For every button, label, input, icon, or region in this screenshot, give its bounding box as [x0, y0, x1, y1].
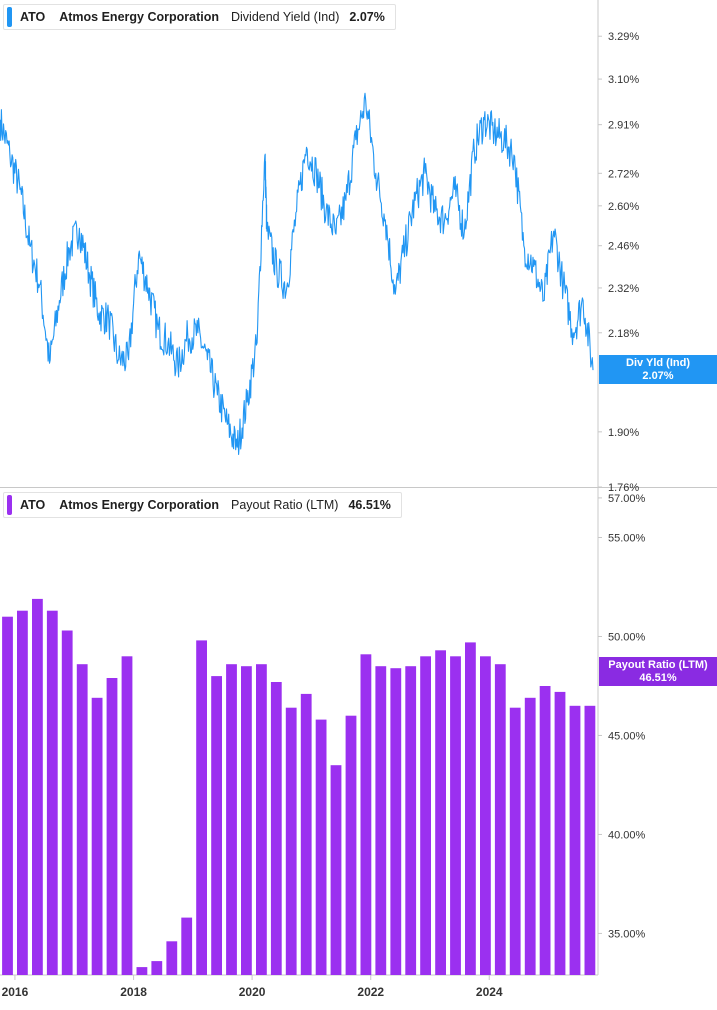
payout-ratio-bar [360, 654, 372, 975]
payout-ratio-bar [32, 598, 43, 975]
payout-ratio-bar [270, 682, 282, 975]
y-tick-label: 3.10% [608, 74, 639, 86]
payout-ratio-bar [241, 666, 252, 975]
y-tick-label: 2.32% [608, 283, 639, 295]
legend-ticker: ATO [20, 10, 46, 24]
payout-ratio-bar [450, 656, 461, 975]
y-tick-label: 35.00% [608, 928, 646, 940]
payout-ratio-bar [480, 656, 491, 975]
payout-ratio-last-value-badge: Payout Ratio (LTM) 46.51% [599, 657, 717, 686]
y-tick-label: 2.18% [608, 328, 639, 340]
dividend-yield-legend[interactable]: ATO Atmos Energy Corporation Dividend Yi… [3, 4, 396, 30]
payout-ratio-bar [330, 765, 342, 975]
payout-ratio-bar [375, 666, 387, 975]
payout-ratio-bar [61, 630, 73, 975]
payout-ratio-bar [435, 650, 446, 975]
y-tick-label: 57.00% [608, 493, 646, 505]
payout-ratio-bar [345, 715, 357, 975]
badge-value: 46.51% [639, 671, 677, 684]
payout-ratio-bar [390, 668, 402, 975]
legend-value: 46.51% [348, 498, 391, 512]
payout-ratio-bar [569, 705, 581, 975]
y-tick-label: 45.00% [608, 730, 646, 742]
payout-ratio-bar [226, 664, 237, 975]
payout-ratio-bar [91, 697, 103, 975]
y-tick-label: 2.91% [608, 120, 639, 132]
dividend-yield-last-value-badge: Div Yld (Ind) 2.07% [599, 355, 717, 384]
legend-metric: Payout Ratio (LTM) [230, 498, 339, 512]
payout-ratio-bar [509, 707, 521, 975]
y-tick-label: 2.72% [608, 168, 639, 180]
payout-ratio-bar [584, 705, 596, 975]
payout-ratio-bar [539, 686, 551, 975]
x-tick-label: 2022 [357, 985, 384, 999]
payout-ratio-bar [554, 691, 566, 975]
payout-ratio-bar [465, 642, 476, 975]
y-tick-label: 1.76% [608, 482, 639, 494]
legend-company: Atmos Energy Corporation [59, 498, 219, 512]
x-tick-label: 2020 [239, 985, 266, 999]
y-tick-label: 50.00% [608, 631, 646, 643]
payout-ratio-bar [151, 961, 163, 975]
payout-ratio-bar [256, 664, 267, 975]
payout-ratio-bar [17, 610, 28, 975]
payout-ratio-bar [420, 656, 431, 975]
payout-ratio-legend[interactable]: ATO Atmos Energy Corporation Payout Rati… [3, 492, 402, 518]
y-tick-label: 3.29% [608, 31, 639, 43]
payout-ratio-bar [2, 616, 13, 975]
payout-ratio-bar [136, 967, 148, 975]
payout-ratio-bar [196, 640, 207, 975]
badge-label: Payout Ratio (LTM) [608, 658, 708, 671]
legend-company: Atmos Energy Corporation [59, 10, 219, 24]
legend-value: 2.07% [349, 10, 385, 24]
dividend-yield-line [0, 92, 594, 456]
payout-ratio-bar [315, 719, 327, 975]
payout-ratio-bar [211, 676, 222, 975]
payout-ratio-swatch [7, 495, 12, 515]
payout-ratio-bar [405, 666, 417, 975]
payout-ratio-bar [181, 917, 193, 975]
x-tick-label: 2024 [476, 985, 503, 999]
payout-ratio-bar [524, 697, 536, 975]
dividend-yield-swatch [7, 7, 12, 27]
legend-ticker: ATO [20, 498, 46, 512]
badge-label: Div Yld (Ind) [626, 356, 690, 369]
y-tick-label: 1.90% [608, 427, 639, 439]
y-tick-label: 40.00% [608, 829, 646, 841]
payout-ratio-bar [76, 664, 88, 975]
payout-ratio-bar [166, 941, 178, 975]
payout-ratio-bar [285, 707, 297, 975]
payout-ratio-bar [494, 664, 506, 975]
legend-metric: Dividend Yield (Ind) [230, 10, 340, 24]
y-tick-label: 55.00% [608, 532, 646, 544]
badge-value: 2.07% [642, 369, 674, 382]
payout-ratio-bar [121, 656, 133, 975]
payout-ratio-bar [46, 610, 58, 975]
payout-ratio-bar [106, 678, 118, 975]
y-tick-label: 2.60% [608, 201, 639, 213]
payout-ratio-bar [300, 693, 312, 975]
x-tick-label: 2016 [2, 985, 29, 999]
x-tick-label: 2018 [120, 985, 147, 999]
y-tick-label: 2.46% [608, 241, 639, 253]
